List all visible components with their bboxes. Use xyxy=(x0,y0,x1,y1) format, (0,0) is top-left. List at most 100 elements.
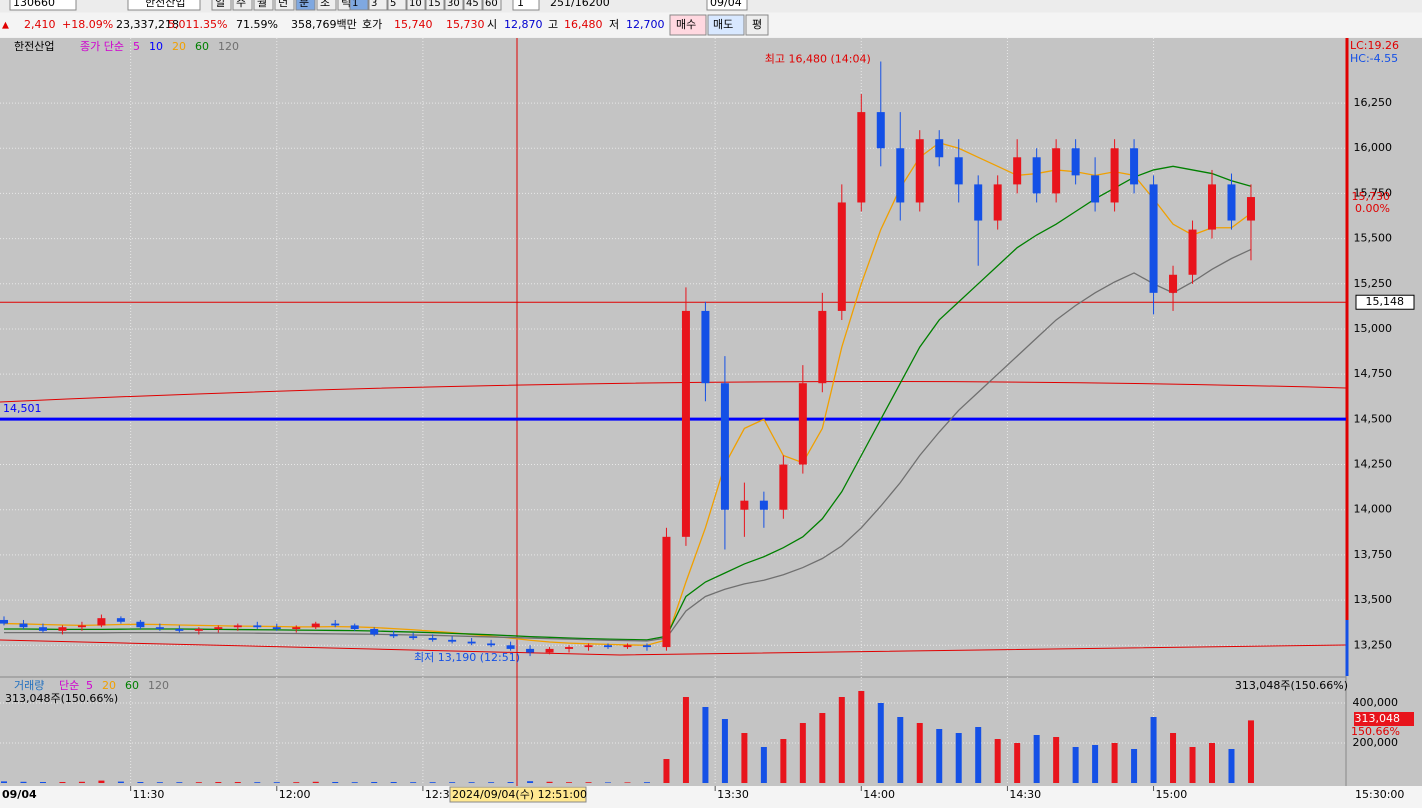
bid-label: 호가 xyxy=(362,18,382,31)
volume-last-pct: 150.66% xyxy=(1351,725,1400,738)
candle-body xyxy=(545,648,554,653)
bid: 15,730 xyxy=(446,18,485,31)
period-button[interactable] xyxy=(253,0,274,11)
period-button[interactable] xyxy=(232,0,253,11)
volume-bar xyxy=(20,781,27,783)
volume-legend-period: 120 xyxy=(148,679,169,692)
period-button[interactable] xyxy=(295,0,316,11)
candle-body xyxy=(194,629,203,631)
volume-bar xyxy=(429,782,436,783)
candle-body xyxy=(623,645,632,648)
interval-button[interactable] xyxy=(444,0,464,11)
volume-bar xyxy=(566,782,573,783)
candle-body xyxy=(136,621,145,628)
volume-bar xyxy=(1228,749,1235,783)
interval-button[interactable] xyxy=(387,0,407,11)
volume-bar xyxy=(78,781,85,783)
hline-label-box xyxy=(1355,294,1415,310)
volume-bar xyxy=(1111,743,1118,783)
candle-body xyxy=(311,623,320,628)
interval-button[interactable] xyxy=(349,0,369,11)
count: 1 xyxy=(517,0,524,9)
volume-bar xyxy=(838,697,845,783)
volume-bar xyxy=(955,733,962,783)
interval-button[interactable] xyxy=(463,0,483,11)
volume-legend-period: 60 xyxy=(125,679,139,692)
candle-body xyxy=(798,383,807,465)
sell-button[interactable] xyxy=(707,14,745,36)
candle-body xyxy=(350,625,359,630)
period: 월 xyxy=(257,0,267,9)
volume-bar xyxy=(351,782,358,783)
candle-body xyxy=(292,627,301,630)
volume-bar xyxy=(760,747,767,783)
interval-button[interactable] xyxy=(425,0,445,11)
change-pct: +18.09% xyxy=(62,18,113,31)
candle-body xyxy=(720,383,729,510)
candle-body xyxy=(837,202,846,311)
candle-body xyxy=(681,310,690,537)
end-time: 15:30:00 xyxy=(1355,788,1404,801)
volume-bar xyxy=(916,723,923,783)
volume-bar xyxy=(1150,717,1157,783)
y-tick-label: 15,500 xyxy=(1354,232,1393,245)
candle-body xyxy=(467,641,476,644)
last-pct: 0.00% xyxy=(1355,202,1390,215)
volume-pct: 5,011.35% xyxy=(168,18,227,31)
volume-bar xyxy=(468,782,475,783)
legend-period: 20 xyxy=(172,40,186,53)
period-button[interactable] xyxy=(211,0,232,11)
volume-bar xyxy=(254,782,261,783)
volume-last-box xyxy=(1354,712,1414,726)
candle-body xyxy=(506,645,515,649)
candle-body xyxy=(896,148,905,203)
hc-label: HC:-4.55 xyxy=(1350,52,1398,65)
period: 틱 xyxy=(341,0,351,9)
candle-body xyxy=(448,639,457,642)
candle-body xyxy=(233,625,242,628)
candle-body xyxy=(155,627,164,630)
interval-button[interactable] xyxy=(482,0,502,11)
hline-label: 15,148 xyxy=(1366,295,1405,308)
x-tick-label: 14:00 xyxy=(863,788,895,801)
count-box[interactable] xyxy=(512,0,540,11)
volume-bar xyxy=(624,782,631,783)
volume-bar xyxy=(994,739,1001,783)
avg-button[interactable] xyxy=(745,14,769,36)
volume-bar xyxy=(488,782,495,783)
candle-body xyxy=(253,625,262,628)
candle-body xyxy=(1227,184,1236,221)
period-button[interactable] xyxy=(274,0,295,11)
volume-bar xyxy=(156,782,163,783)
date-box[interactable] xyxy=(706,0,748,11)
name-box[interactable] xyxy=(127,0,201,11)
volume-bar xyxy=(858,691,865,783)
trend-line xyxy=(0,639,1347,656)
candle-body xyxy=(876,112,885,149)
buy-button[interactable] xyxy=(669,14,707,36)
candle-body xyxy=(272,627,281,630)
interval: 60 xyxy=(485,0,498,9)
amount: 358,769백만 xyxy=(291,18,357,31)
candle-body xyxy=(993,184,1002,221)
avg: 평 xyxy=(752,18,762,31)
candle-body xyxy=(604,645,613,648)
volume-bar xyxy=(1247,720,1254,783)
interval-button[interactable] xyxy=(368,0,388,11)
interval-button[interactable] xyxy=(406,0,426,11)
volume-bar xyxy=(702,707,709,783)
period-button[interactable] xyxy=(316,0,337,11)
candle-body xyxy=(1110,148,1119,203)
high-label: 고 xyxy=(548,18,558,31)
candle-body xyxy=(779,464,788,510)
y-tick-label: 14,000 xyxy=(1354,503,1393,516)
y-tick-label: 16,000 xyxy=(1354,141,1393,154)
volume-bar xyxy=(1072,747,1079,783)
code-box[interactable] xyxy=(9,0,77,11)
y-tick-label: 13,500 xyxy=(1354,593,1393,606)
candle-body xyxy=(1130,148,1139,185)
candle-body xyxy=(1246,197,1255,221)
candle-body xyxy=(526,648,535,653)
volume-tick-label: 400,000 xyxy=(1353,696,1399,709)
